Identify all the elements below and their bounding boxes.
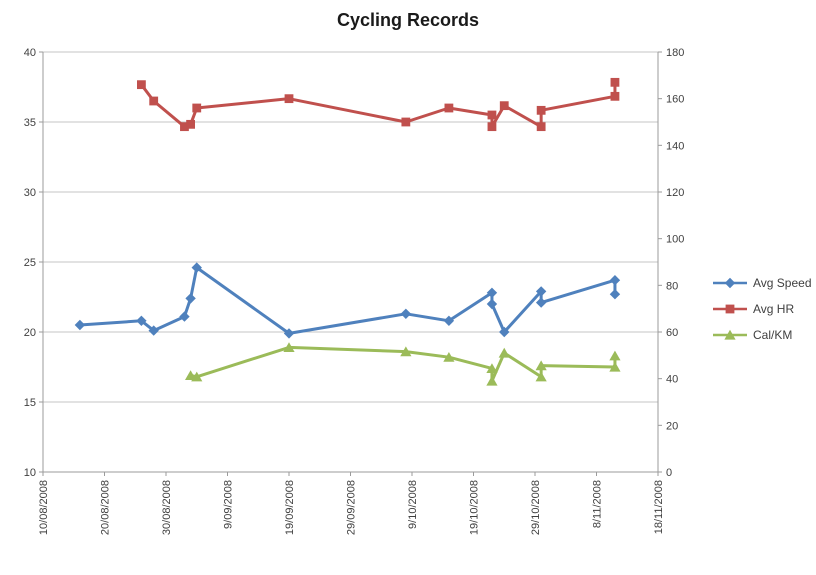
series-avg-hr-marker [137, 80, 146, 90]
series-avg-hr-marker [487, 110, 497, 120]
x-axis-tick-label: 19/09/2008 [284, 480, 296, 535]
chart-title: Cycling Records [336, 10, 480, 30]
right-axis-tick-label: 20 [666, 420, 678, 432]
series-avg-hr-line [139, 80, 617, 129]
series-avg-hr-marker [536, 105, 546, 115]
legend: Avg Speed Avg HR Cal/KM [712, 270, 816, 348]
series-avg-hr-marker [284, 94, 294, 104]
series-avg-speed-marker [74, 319, 86, 331]
series-cal-km-marker [498, 347, 510, 358]
x-axis-tick-label: 29/10/2008 [530, 480, 542, 535]
series-avg-hr-marker [536, 122, 546, 132]
x-axis-tick-label: 8/11/2008 [592, 480, 604, 528]
left-axis-tick-label: 15 [24, 397, 36, 409]
series-avg-hr-marker [149, 96, 159, 106]
series-cal-km-marker [609, 350, 621, 361]
x-axis-tick-label: 19/10/2008 [469, 480, 481, 535]
avg-hr-marker-icon [713, 304, 747, 314]
series-avg-hr-marker [186, 119, 195, 129]
series-cal-km-marker [535, 360, 547, 371]
legend-marker [725, 304, 735, 314]
x-axis-tick-label: 29/09/2008 [346, 480, 358, 535]
right-axis-tick-label: 40 [666, 374, 678, 386]
legend-item-avg-hr: Avg HR [712, 296, 816, 322]
legend-item-cal-km: Cal/KM [712, 322, 816, 348]
right-axis-tick-label: 0 [666, 467, 672, 479]
series-avg-speed-marker [535, 286, 547, 297]
left-axis-tick-label: 20 [24, 327, 36, 339]
series-avg-speed-marker [400, 308, 412, 319]
legend-marker [724, 277, 736, 289]
left-axis-tick-label: 40 [24, 47, 36, 59]
series-avg-speed-marker [486, 287, 498, 298]
series-avg-hr-marker [487, 122, 497, 132]
legend-item-avg-speed: Avg Speed [712, 270, 816, 296]
series-cal-km-marker [486, 375, 498, 386]
series-cal-km-marker [609, 361, 621, 372]
series-avg-speed-marker [136, 315, 147, 326]
series-avg-speed-marker [609, 275, 621, 286]
x-axis-tick-label: 30/08/2008 [161, 480, 173, 535]
series-avg-hr-marker [444, 103, 454, 113]
series-cal-km-marker [535, 371, 547, 382]
series-avg-hr-marker [499, 101, 509, 111]
left-axis-tick-label: 10 [24, 467, 36, 479]
series-cal-km-marker [400, 346, 412, 357]
x-axis-tick-label: 18/11/2008 [653, 480, 665, 534]
right-axis-tick-label: 80 [666, 280, 678, 292]
legend-label-cal-km: Cal/KM [753, 328, 793, 342]
series-avg-speed-marker [148, 325, 159, 336]
left-axis-tick-label: 25 [24, 257, 36, 269]
series-avg-speed-line [78, 266, 617, 335]
right-axis-tick-label: 100 [666, 234, 684, 246]
series-avg-speed-marker [443, 315, 455, 326]
left-axis-tick-label: 35 [24, 117, 36, 129]
series-cal-km-marker [191, 371, 203, 382]
x-axis-tick-label: 9/09/2008 [223, 480, 235, 529]
cal-km-marker-icon [713, 329, 747, 340]
series-avg-speed-marker [535, 297, 547, 308]
right-axis-tick-label: 120 [666, 187, 684, 199]
series-cal-km-marker [283, 342, 295, 352]
series-avg-hr-marker [610, 91, 620, 101]
series-avg-speed-marker [283, 328, 295, 339]
series-avg-hr-marker [401, 117, 411, 127]
series-avg-hr-marker [610, 77, 620, 87]
series-avg-speed-marker [486, 298, 498, 310]
x-axis-tick-label: 10/08/2008 [38, 480, 50, 535]
series-avg-speed-marker [185, 293, 196, 304]
left-axis-tick-label: 30 [24, 187, 36, 199]
series-avg-speed-marker [499, 326, 510, 338]
series-avg-speed-marker [179, 311, 190, 322]
right-axis-tick-label: 160 [666, 94, 684, 106]
series-avg-speed-marker [191, 262, 202, 273]
series-avg-speed-marker [609, 289, 621, 300]
right-axis-tick-label: 180 [666, 47, 684, 59]
series-avg-hr-marker [192, 103, 202, 113]
series-cal-km-line [189, 345, 617, 383]
x-axis-tick-label: 9/10/2008 [407, 480, 419, 529]
series-cal-km-marker [486, 363, 498, 373]
legend-marker [724, 329, 736, 340]
right-axis-tick-label: 140 [666, 140, 684, 152]
avg-speed-marker-icon [713, 277, 747, 289]
right-axis-tick-label: 60 [666, 327, 678, 339]
legend-label-avg-speed: Avg Speed [753, 276, 812, 290]
legend-label-avg-hr: Avg HR [753, 302, 795, 316]
series-cal-km-marker [443, 352, 455, 362]
x-axis-tick-label: 20/08/2008 [100, 480, 112, 535]
